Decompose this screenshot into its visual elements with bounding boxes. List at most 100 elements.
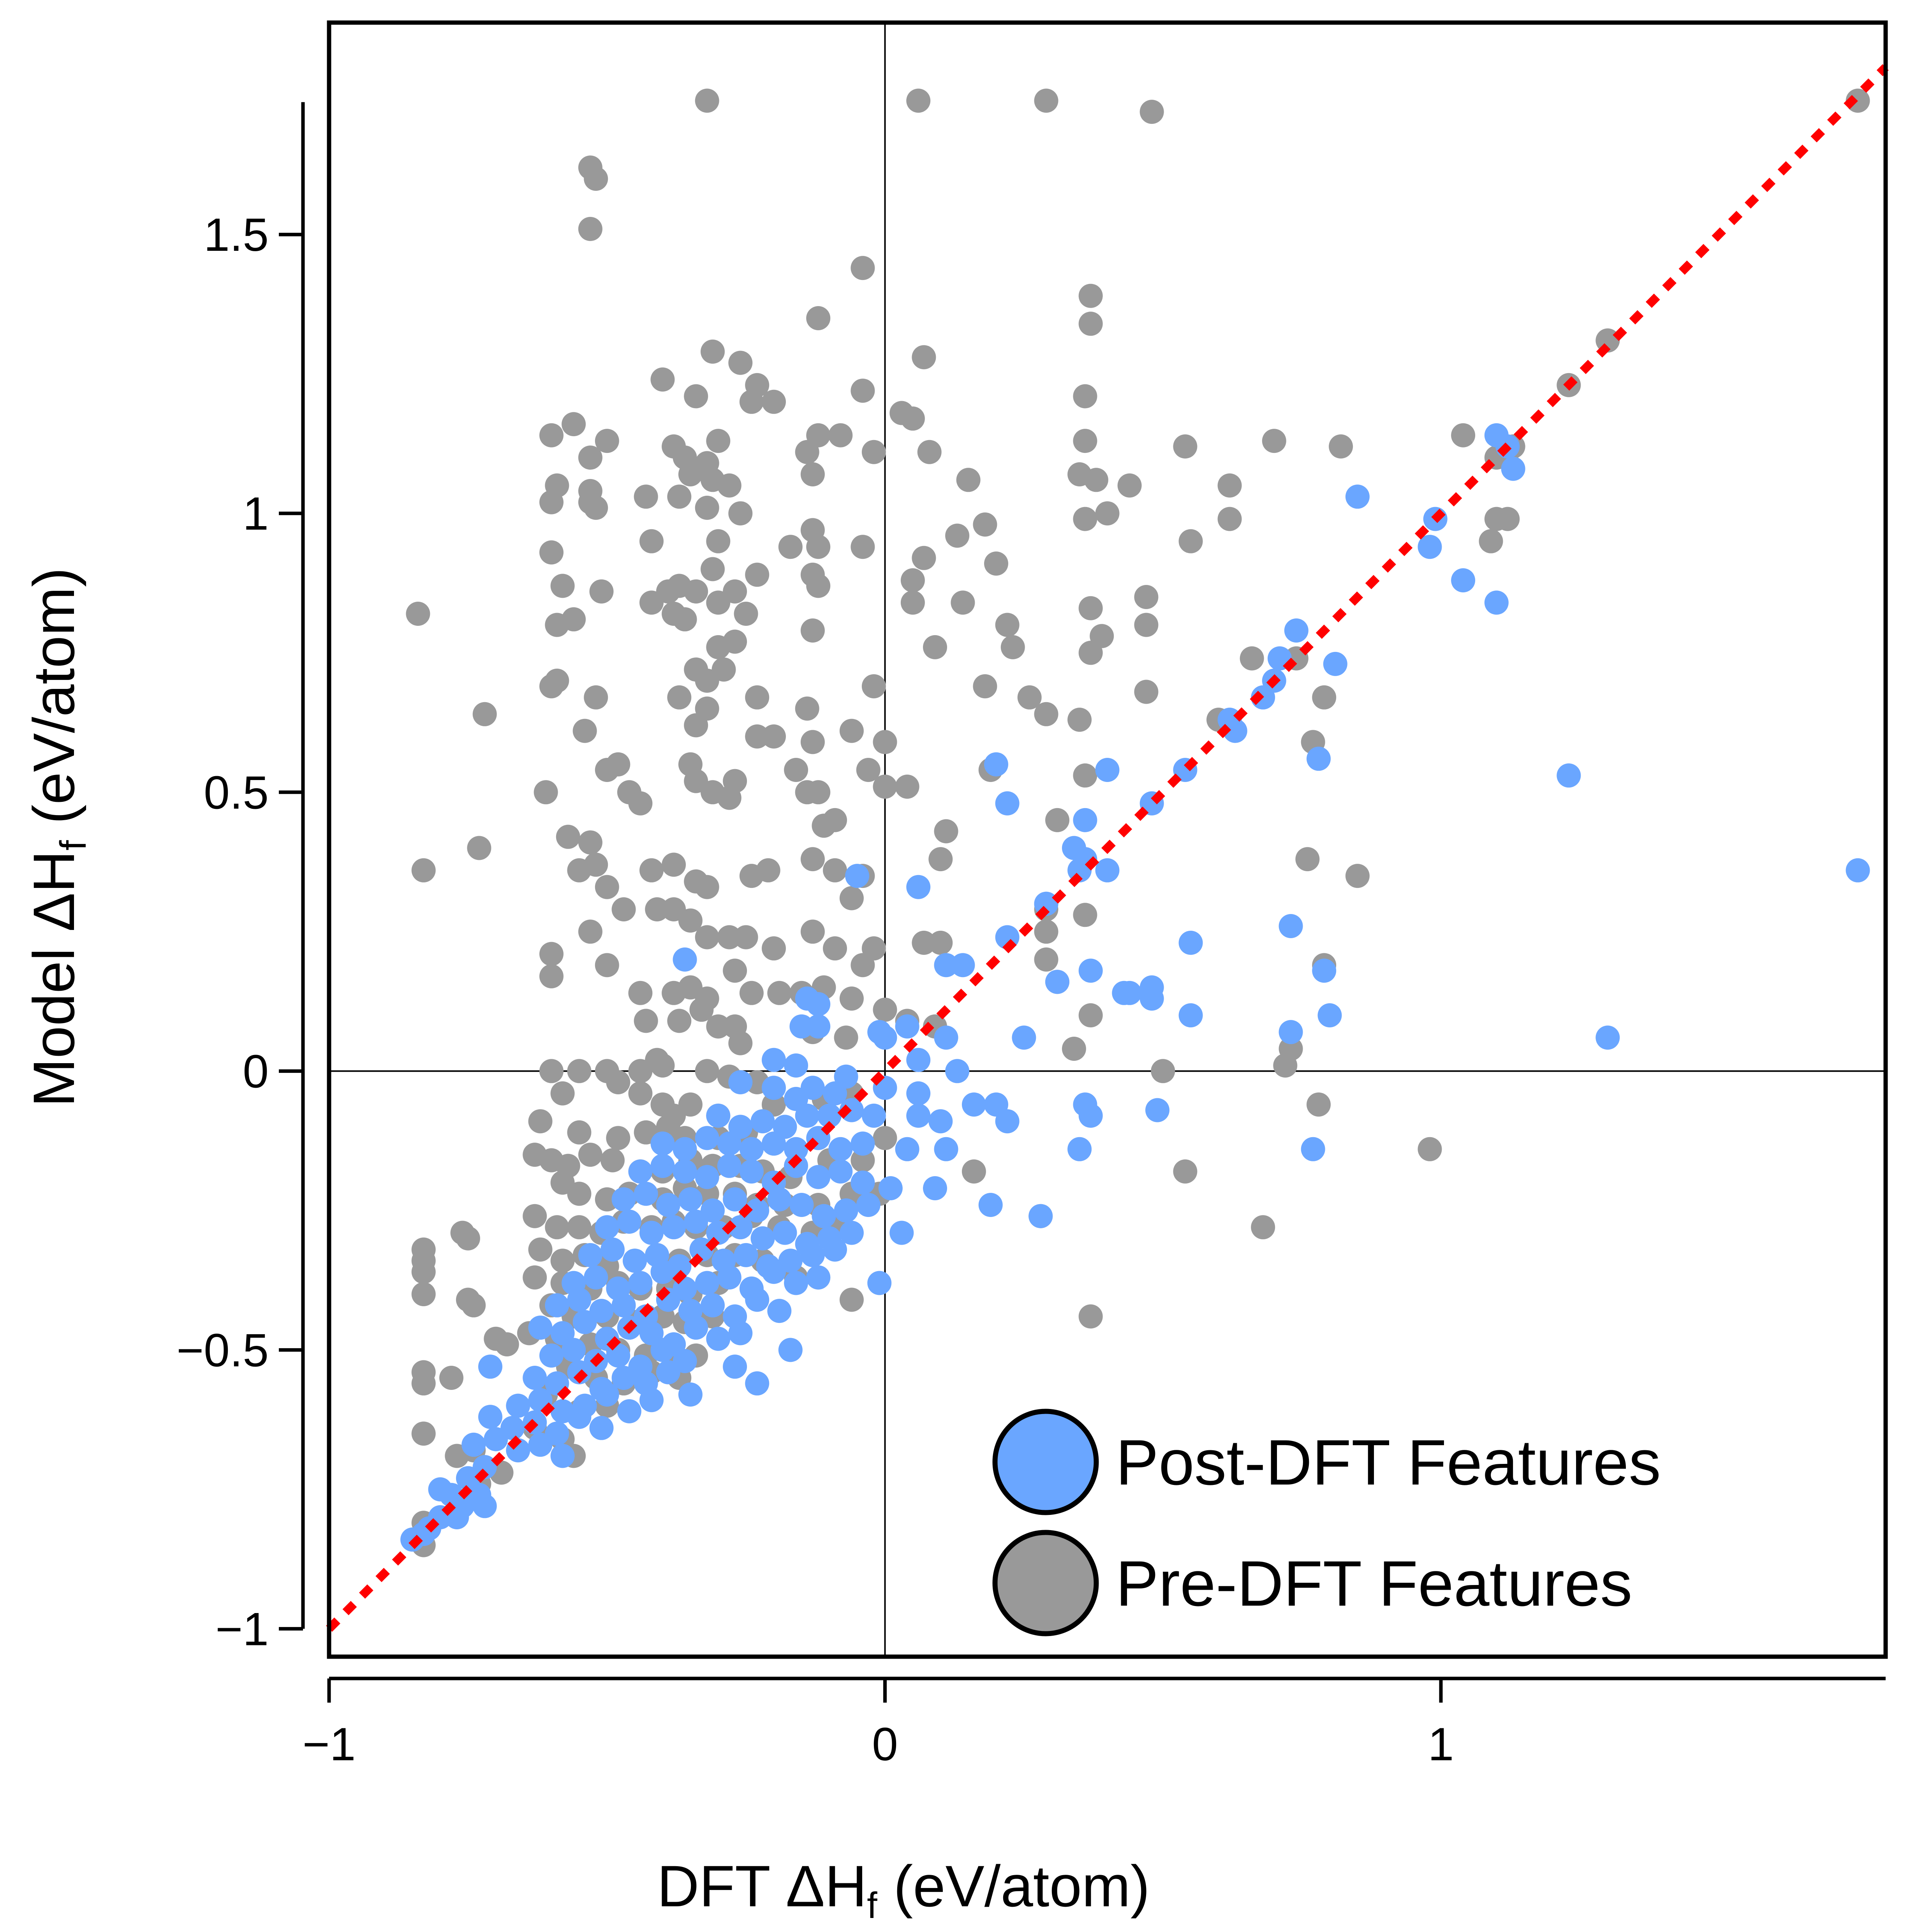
pre-dft-point: [734, 602, 758, 626]
pre-dft-point: [823, 858, 847, 882]
pre-dft-point: [762, 724, 786, 749]
pre-dft-point: [745, 724, 770, 749]
pre-dft-point: [717, 925, 741, 949]
post-dft-point: [851, 1170, 875, 1195]
post-dft-point: [806, 1014, 831, 1039]
pre-dft-point: [995, 613, 1020, 637]
y-axis: −1 −0.5 0 0.5 1 1.5: [176, 102, 305, 1655]
post-dft-point: [728, 1321, 753, 1346]
pre-dft-point: [1217, 473, 1242, 498]
pre-dft-point: [628, 981, 653, 1005]
pre-dft-point: [806, 574, 831, 598]
post-dft-point: [650, 1154, 675, 1178]
post-dft-point: [995, 791, 1020, 815]
pre-dft-point: [628, 1081, 653, 1106]
post-dft-point: [739, 1137, 764, 1161]
pre-dft-point: [595, 758, 619, 782]
post-dft-point: [1596, 1025, 1620, 1050]
post-dft-point: [728, 1070, 753, 1094]
pre-dft-point: [800, 618, 825, 643]
pre-dft-point: [839, 986, 864, 1011]
pre-dft-point: [606, 1070, 630, 1094]
x-axis-label: DFT ΔHf (eV/atom): [657, 1853, 1150, 1926]
pre-dft-point: [1451, 423, 1476, 447]
pre-dft-point: [1078, 1003, 1103, 1028]
post-dft-point: [745, 1287, 770, 1312]
post-dft-point: [834, 1198, 858, 1223]
post-dft-point: [895, 1137, 919, 1161]
post-dft-point: [784, 1053, 808, 1078]
pre-dft-point: [1073, 429, 1097, 453]
pre-dft-point: [578, 1143, 602, 1167]
pre-dft-point: [806, 306, 831, 330]
post-dft-point: [745, 1198, 770, 1223]
pre-dft-point: [873, 775, 897, 799]
post-dft-point: [572, 1310, 597, 1334]
pre-dft-point: [717, 473, 741, 498]
post-dft-point: [851, 1131, 875, 1156]
pre-dft-point: [973, 674, 997, 699]
post-dft-point: [906, 1048, 931, 1072]
post-dft-point: [1028, 1204, 1053, 1228]
pre-dft-point: [589, 579, 614, 604]
post-dft-point: [845, 864, 870, 888]
pre-dft-point: [800, 919, 825, 944]
post-dft-point: [1312, 958, 1337, 983]
post-dft-point: [723, 1354, 747, 1379]
post-dft-point: [578, 1243, 602, 1267]
pre-dft-point: [1495, 507, 1520, 531]
post-dft-point: [656, 1360, 680, 1384]
post-dft-point: [978, 1193, 1003, 1217]
post-dft-point: [678, 1187, 703, 1212]
post-dft-point: [684, 1210, 708, 1234]
pre-dft-point: [912, 546, 936, 570]
pre-dft-point: [873, 1126, 897, 1150]
pre-dft-point: [1084, 468, 1108, 492]
pre-dft-point: [1034, 919, 1058, 944]
pre-dft-point: [1073, 507, 1097, 531]
post-dft-point: [750, 1109, 775, 1134]
post-dft-point: [728, 1215, 753, 1240]
pre-dft-point: [645, 897, 669, 921]
post-dft-point: [1095, 758, 1120, 782]
post-dft-point: [762, 1048, 786, 1072]
post-dft-point: [478, 1354, 502, 1379]
post-dft-point: [617, 1399, 641, 1423]
pre-dft-point: [806, 780, 831, 805]
post-dft-point: [806, 992, 831, 1016]
pre-dft-point: [567, 1215, 592, 1240]
pre-dft-point: [1034, 88, 1058, 113]
pre-dft-point: [951, 590, 975, 615]
pre-dft-point: [567, 1120, 592, 1145]
legend-marker-pre: [992, 1530, 1099, 1636]
pre-dft-point: [828, 423, 853, 447]
pre-dft-point: [717, 785, 741, 810]
pre-dft-point: [756, 858, 780, 882]
post-dft-point: [1045, 970, 1069, 994]
pre-dft-point: [984, 551, 1008, 576]
post-dft-point: [617, 1210, 641, 1234]
pre-dft-point: [745, 562, 770, 587]
pre-dft-point: [606, 1126, 630, 1150]
pre-dft-point: [1307, 1092, 1331, 1117]
post-dft-point: [934, 1137, 958, 1161]
post-dft-point: [1323, 652, 1347, 676]
parity-line-group: [326, 64, 1889, 1632]
post-dft-point: [812, 1204, 836, 1228]
pre-dft-point: [945, 523, 970, 548]
pre-dft-point: [1139, 100, 1164, 124]
pre-dft-point: [562, 412, 586, 437]
post-dft-point: [706, 1326, 731, 1351]
post-dft-point: [1078, 1103, 1103, 1128]
post-dft-point: [628, 1159, 653, 1184]
post-dft-point: [778, 1338, 803, 1362]
post-dft-point: [478, 1405, 502, 1429]
pre-dft-point: [912, 345, 936, 370]
pre-dft-point: [639, 529, 664, 553]
pre-dft-point: [456, 1226, 480, 1250]
post-dft-point: [1067, 1137, 1092, 1161]
post-dft-point: [1284, 618, 1308, 643]
post-dft-point: [701, 1293, 725, 1317]
post-dft-point: [1012, 1025, 1036, 1050]
post-dft-point: [806, 1165, 831, 1189]
